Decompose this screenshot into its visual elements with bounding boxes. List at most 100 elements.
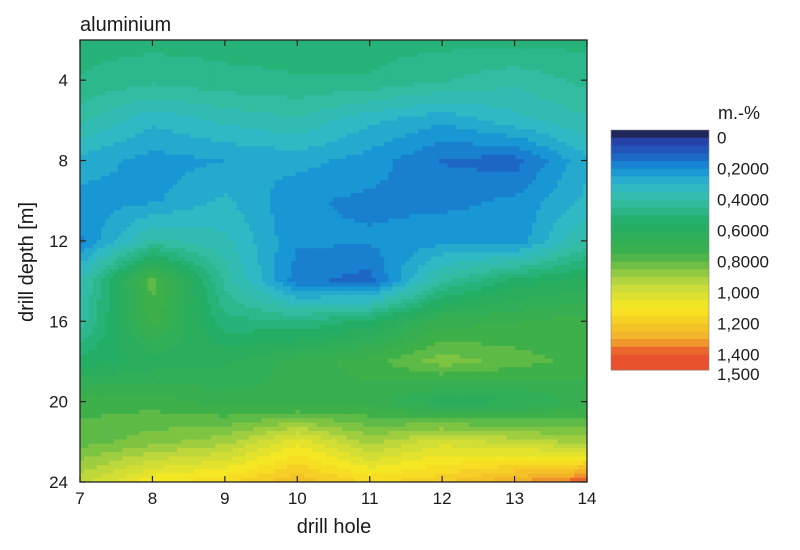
contour-cell [375, 193, 381, 198]
contour-cell [143, 65, 149, 71]
contour-cell [312, 133, 318, 139]
contour-cell [468, 201, 474, 207]
contour-cell [219, 91, 225, 96]
contour-cell [151, 108, 157, 113]
contour-cell [494, 159, 499, 164]
contour-cell [464, 120, 470, 126]
contour-cell [92, 142, 98, 147]
contour-cell [333, 69, 339, 75]
contour-cell [122, 163, 128, 169]
contour-cell [532, 163, 537, 169]
contour-cell [92, 180, 98, 186]
contour-cell [561, 61, 567, 67]
contour-cell [363, 167, 368, 173]
contour-cell [523, 74, 529, 79]
contour-cell [489, 210, 495, 215]
contour-cell [265, 103, 271, 109]
contour-cell [405, 171, 411, 177]
contour-cell [236, 48, 242, 54]
contour-cell [464, 197, 470, 203]
contour-cell [219, 167, 225, 173]
contour-cell [548, 193, 554, 198]
contour-cell [88, 129, 94, 135]
contour-cell [274, 108, 280, 113]
contour-cell [198, 197, 204, 203]
contour-cell [303, 171, 309, 177]
contour-cell [88, 103, 94, 109]
contour-cell [164, 193, 170, 198]
contour-cell [223, 91, 229, 96]
contour-cell [130, 210, 136, 215]
contour-cell [92, 193, 98, 198]
contour-cell [88, 57, 94, 62]
contour-cell [413, 159, 419, 164]
contour-cell [189, 163, 195, 169]
contour-cell [244, 82, 250, 88]
contour-cell [337, 137, 343, 143]
contour-cell [320, 150, 326, 156]
contour-cell [291, 180, 297, 186]
contour-cell [405, 188, 411, 194]
contour-cell [320, 57, 326, 62]
contour-cell [308, 133, 313, 139]
contour-cell [101, 103, 106, 109]
contour-cell [299, 142, 305, 147]
contour-cell [177, 69, 182, 75]
contour-cell [574, 188, 580, 194]
contour-cell [574, 95, 580, 101]
contour-cell [519, 137, 525, 143]
contour-cell [582, 137, 587, 143]
contour-cell [502, 52, 508, 58]
contour-cell [477, 116, 482, 122]
contour-cell [325, 48, 330, 54]
contour-cell [460, 210, 466, 215]
contour-cell [172, 78, 178, 84]
contour-cell [320, 99, 326, 105]
contour-cell [498, 95, 504, 101]
contour-cell [236, 52, 242, 58]
contour-cell [477, 125, 482, 130]
contour-cell [240, 201, 246, 207]
contour-cell [578, 197, 584, 203]
contour-cell [544, 142, 550, 147]
contour-cell [392, 120, 398, 126]
contour-cell [443, 61, 449, 67]
contour-cell [227, 176, 233, 181]
contour-cell [210, 137, 216, 143]
contour-cell [185, 193, 191, 198]
contour-cell [447, 176, 453, 181]
contour-cell [532, 61, 537, 67]
contour-cell [320, 176, 326, 181]
contour-cell [151, 129, 157, 135]
contour-cell [177, 108, 182, 113]
contour-cell [257, 205, 263, 211]
contour-cell [113, 201, 119, 207]
contour-cell [168, 116, 174, 122]
contour-cell [84, 125, 90, 130]
contour-cell [113, 61, 119, 67]
contour-cell [519, 95, 525, 101]
contour-cell [122, 133, 128, 139]
contour-cell [299, 82, 305, 88]
contour-cell [523, 44, 529, 50]
contour-cell [527, 193, 533, 198]
contour-cell [553, 180, 559, 186]
contour-cell [401, 103, 406, 109]
contour-cell [126, 40, 132, 45]
contour-cell [227, 78, 233, 84]
contour-cell [375, 112, 381, 118]
contour-cell [219, 180, 225, 186]
contour-cell [544, 48, 550, 54]
contour-cell [92, 69, 98, 75]
contour-cell [409, 205, 415, 211]
contour-cell [308, 95, 313, 101]
contour-cell [379, 197, 385, 203]
contour-cell [582, 188, 587, 194]
contour-cell [443, 116, 449, 122]
contour-cell [363, 150, 368, 156]
contour-cell [401, 214, 406, 220]
contour-cell [295, 95, 301, 101]
contour-cell [329, 146, 335, 152]
contour-cell [316, 44, 322, 50]
contour-cell [413, 129, 419, 135]
